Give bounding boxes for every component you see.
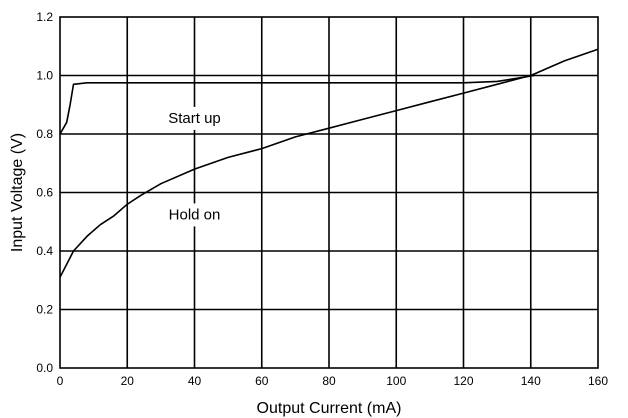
x-tick-label: 120 [453,374,473,388]
chart-series [59,48,599,278]
annotation-hold-on: Hold on [169,206,221,223]
x-tick-label: 0 [57,374,64,388]
x-tick-label: 60 [255,374,269,388]
y-tick-label: 0.6 [36,186,53,200]
chart-annotations: Start up Hold on [162,106,227,227]
x-axis-ticks: 0 20 40 60 80 100 120 140 160 [57,374,609,388]
annotation-start-up: Start up [168,110,221,127]
x-tick-label: 160 [588,374,608,388]
y-tick-label: 1.2 [36,10,53,24]
chart-grid [60,17,598,368]
y-tick-label: 0.8 [36,127,53,141]
y-tick-label: 0.2 [36,303,53,317]
y-tick-label: 0.4 [36,244,53,258]
x-tick-label: 140 [521,374,541,388]
y-tick-label: 0.0 [36,361,53,375]
x-tick-label: 80 [322,374,336,388]
y-axis-ticks: 0.0 0.2 0.4 0.6 0.8 1.0 1.2 [36,10,53,375]
plot-frame [59,16,599,369]
y-axis-title: Input Voltage (V) [9,133,26,252]
series-line-start-up [59,74,535,135]
x-axis-title: Output Current (mA) [257,400,402,417]
x-tick-label: 100 [386,374,406,388]
annotation-hold-on-background [162,203,227,227]
annotation-start-up-background [162,106,227,130]
series-line-hold-on [59,48,599,278]
x-tick-label: 40 [188,374,202,388]
x-tick-label: 20 [121,374,135,388]
y-tick-label: 1.0 [36,69,53,83]
